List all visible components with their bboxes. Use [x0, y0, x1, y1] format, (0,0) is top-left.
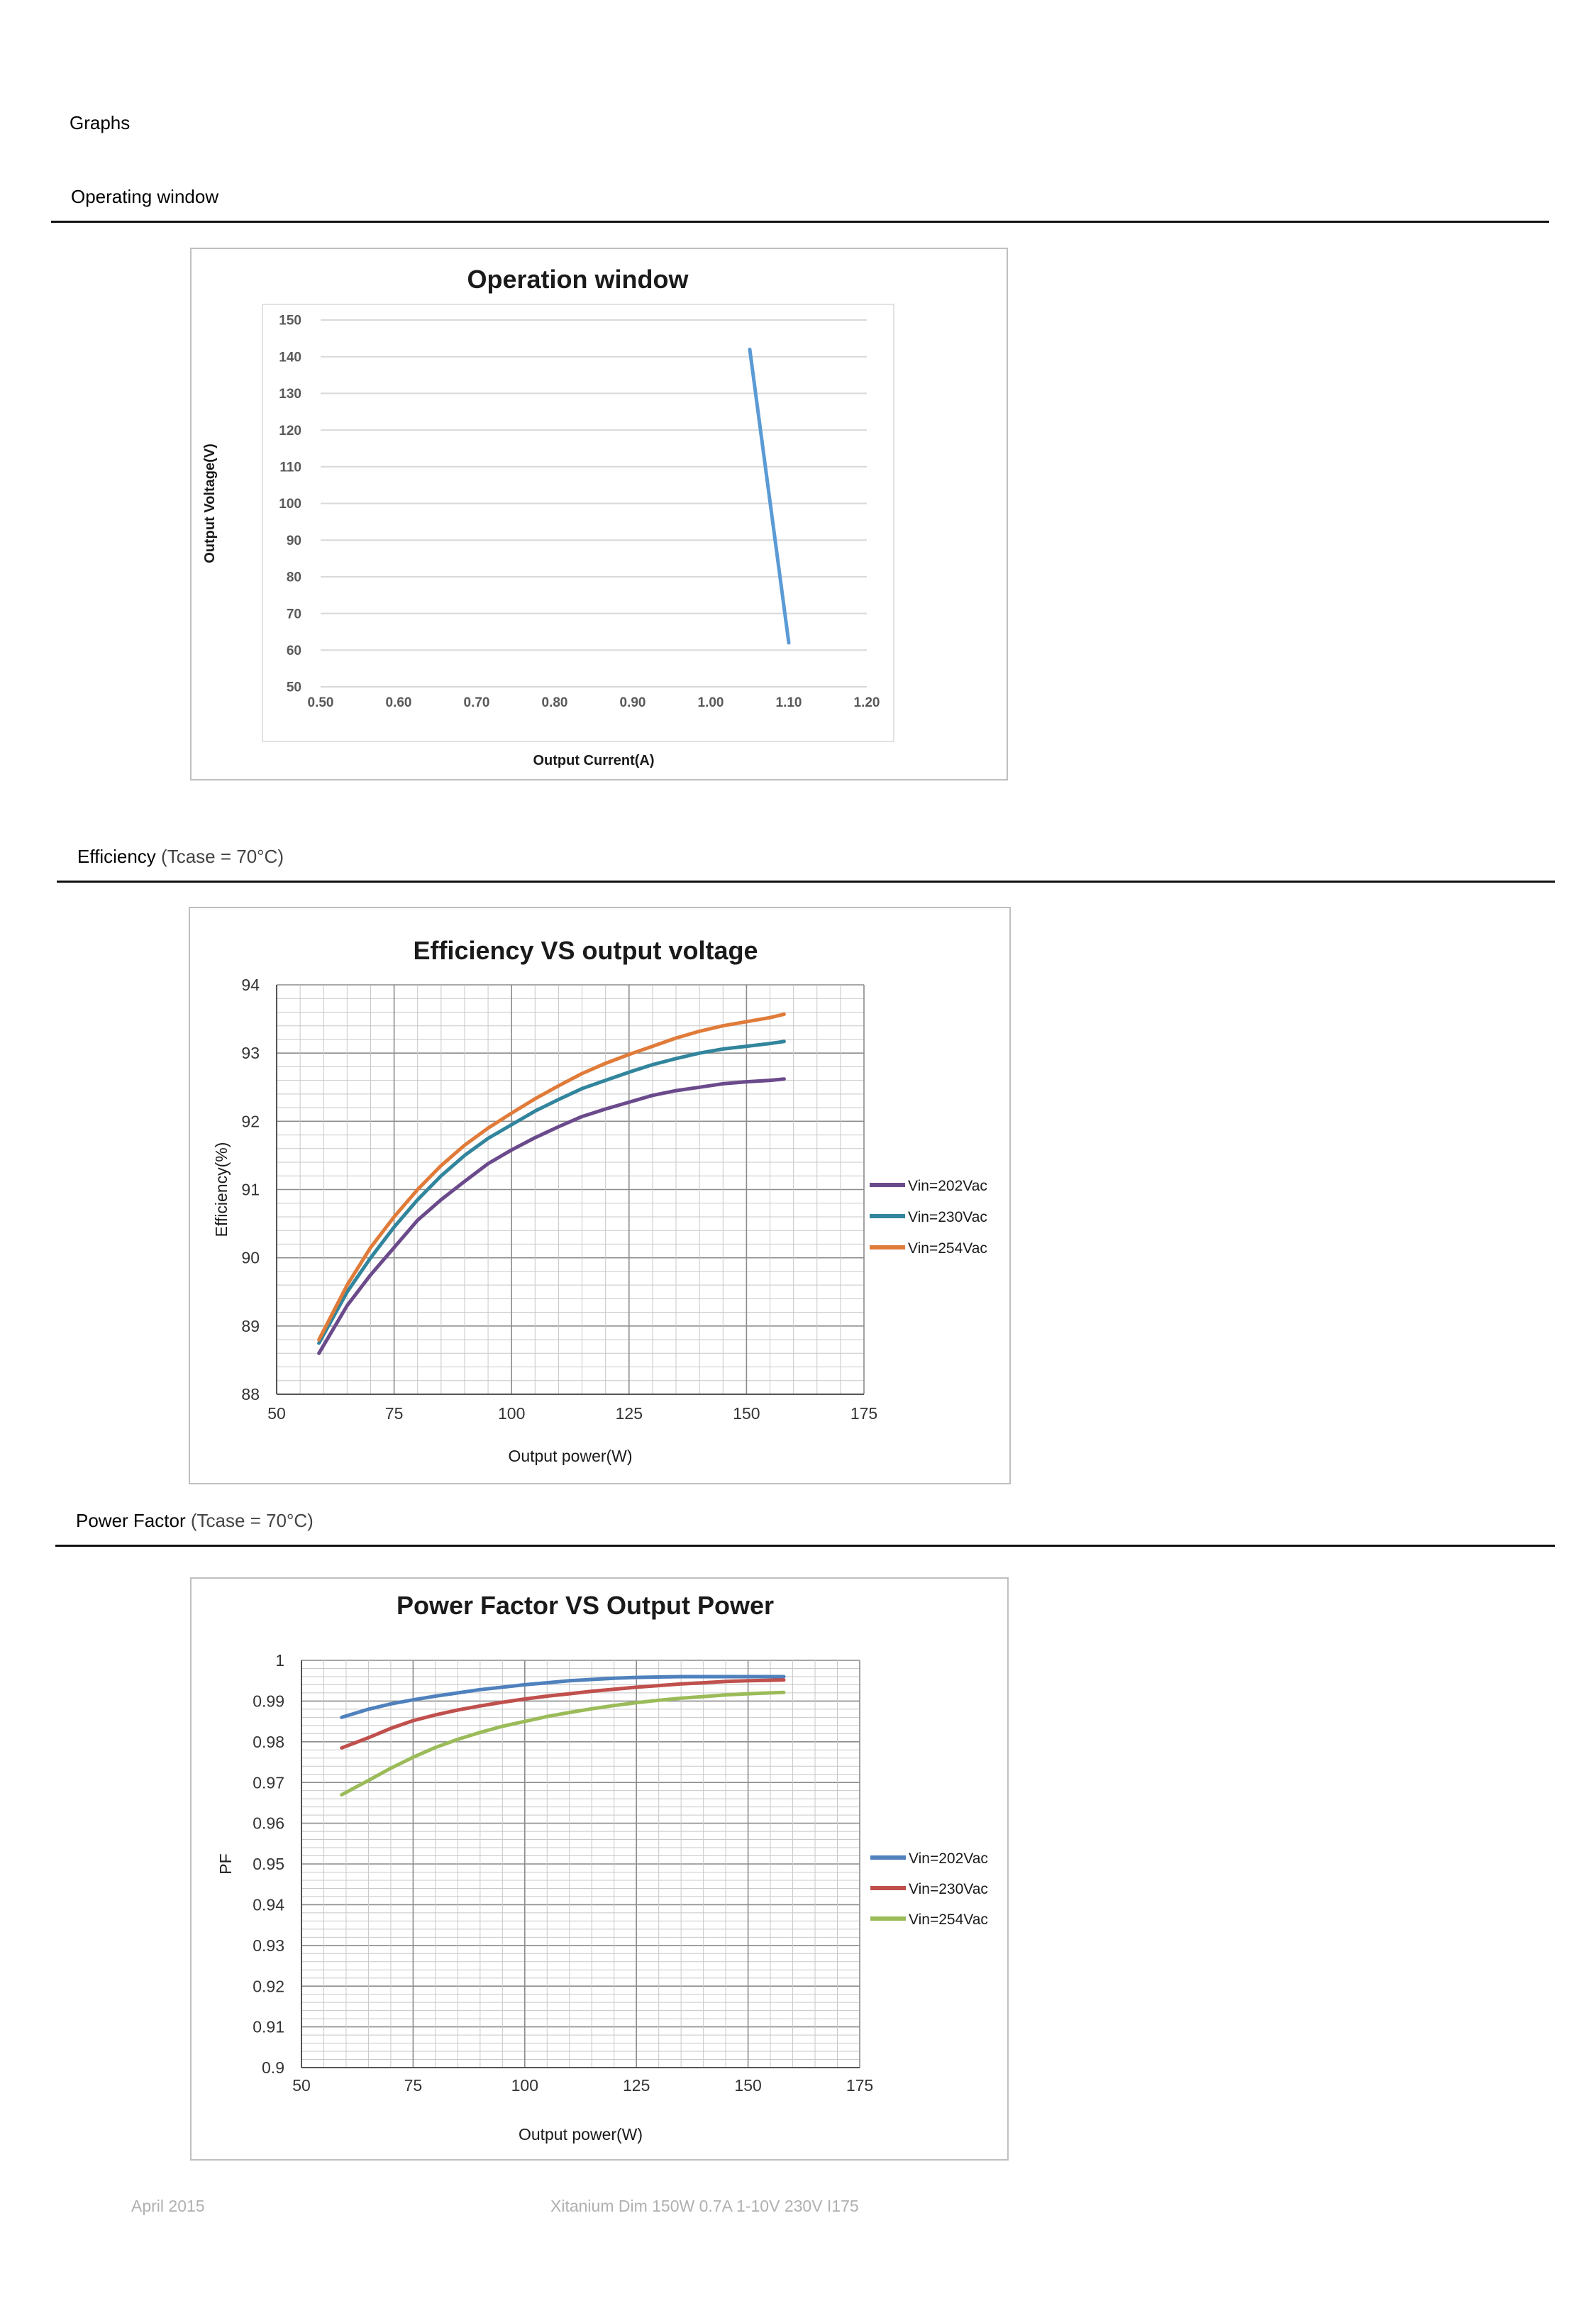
section-title-operating-window: Operating window	[71, 186, 218, 208]
x-tick-label: 1.00	[698, 695, 724, 710]
section-divider	[51, 221, 1549, 223]
section-title-text: Operating window	[71, 186, 219, 207]
chart-svg: Power Factor VS Output Power 0.9 0.91 0.92 0…	[216, 1591, 988, 2144]
y-tick-label: 50	[287, 680, 301, 695]
x-tick-label: 1.10	[776, 695, 802, 710]
y-tick-label: 0.99	[253, 1692, 284, 1710]
x-tick-label: 0.60	[386, 695, 412, 710]
efficiency-chart: Efficiency VS output voltage 88 89 90 91 92 93…	[189, 907, 1011, 1484]
y-tick-label: 0.95	[253, 1855, 284, 1873]
y-tick-label: 140	[279, 350, 301, 365]
x-tick-label: 0.50	[308, 695, 334, 710]
x-tick-label: 100	[498, 1404, 525, 1423]
section-condition-note: (Tcase = 70°C)	[190, 1510, 314, 1531]
x-tick-label: 150	[733, 1404, 760, 1423]
x-axis-label: Output power(W)	[519, 2125, 643, 2144]
legend-label: Vin=254Vac	[909, 1911, 988, 1928]
y-tick-label: 150	[279, 314, 301, 329]
y-tick-label: 130	[279, 387, 301, 402]
chart-svg: Efficiency VS output voltage 88 89 90 91 92 93…	[212, 936, 987, 1465]
y-tick-label: 100	[279, 497, 301, 512]
y-tick-label: 0.98	[253, 1733, 284, 1751]
section-divider	[57, 881, 1555, 883]
legend-label: Vin=230Vac	[908, 1209, 987, 1225]
series-line	[317, 1012, 786, 1342]
y-axis-label: Efficiency(%)	[212, 1142, 231, 1237]
legend-label: Vin=254Vac	[908, 1240, 987, 1257]
x-tick-label: 75	[385, 1404, 404, 1423]
x-tick-label: 125	[623, 2076, 650, 2095]
legend-label: Vin=202Vac	[909, 1850, 988, 1867]
y-tick-label: 88	[241, 1385, 260, 1403]
section-title-power-factor: Power Factor (Tcase = 70°C)	[76, 1510, 314, 1532]
legend-label: Vin=230Vac	[909, 1881, 988, 1897]
x-axis-label: Output Current(A)	[533, 753, 654, 768]
y-tick-label: 94	[241, 976, 260, 994]
y-axis-label: PF	[216, 1853, 235, 1874]
y-tick-label: 110	[279, 460, 301, 475]
operation-window-chart: Operation window 50 60 70 80 90 100 110 120 130 14…	[190, 248, 1008, 780]
y-tick-label: 80	[287, 570, 301, 585]
y-tick-label: 0.9	[262, 2058, 284, 2077]
chart-title: Efficiency VS output voltage	[413, 936, 758, 965]
y-tick-label: 0.94	[253, 1895, 284, 1914]
section-title-efficiency: Efficiency (Tcase = 70°C)	[77, 846, 284, 868]
y-tick-label: 0.92	[253, 1977, 284, 1995]
footer-date: April 2015	[131, 2197, 205, 2215]
y-tick-label: 93	[241, 1044, 260, 1062]
series-line	[340, 1678, 786, 1750]
x-tick-label: 100	[511, 2076, 538, 2095]
chart-svg: Operation window 50 60 70 80 90 100 110 120 130 14…	[202, 265, 894, 768]
chart-title: Power Factor VS Output Power	[397, 1591, 774, 1620]
legend-label: Vin=202Vac	[908, 1178, 987, 1194]
y-tick-label: 0.97	[253, 1773, 284, 1792]
y-axis-label: Output Voltage(V)	[202, 443, 218, 563]
y-tick-label: 120	[279, 424, 301, 438]
page-heading: Graphs	[70, 112, 131, 133]
x-tick-label: 75	[404, 2076, 423, 2095]
chart-title: Operation window	[467, 265, 689, 294]
y-tick-label: 92	[241, 1112, 260, 1130]
x-tick-label: 0.80	[542, 695, 568, 710]
x-tick-label: 125	[616, 1404, 643, 1423]
y-tick-label: 0.91	[253, 2018, 284, 2036]
x-tick-label: 1.20	[854, 695, 880, 710]
series-line	[317, 1077, 786, 1355]
x-tick-label: 50	[292, 2076, 311, 2095]
y-tick-label: 1	[275, 1651, 284, 1670]
section-title-text: Efficiency	[77, 846, 156, 867]
y-tick-label: 70	[287, 607, 301, 622]
y-tick-label: 90	[241, 1249, 260, 1267]
section-title-text: Power Factor	[76, 1510, 186, 1531]
section-condition-note: (Tcase = 70°C)	[161, 846, 284, 867]
x-tick-label: 175	[846, 2076, 873, 2095]
footer-product-name: Xitanium Dim 150W 0.7A 1-10V 230V I175	[550, 2197, 859, 2215]
y-tick-label: 89	[241, 1317, 260, 1335]
x-tick-label: 0.70	[464, 695, 490, 710]
plot-area-border	[262, 304, 894, 742]
x-tick-label: 0.90	[620, 695, 646, 710]
power-factor-chart: Power Factor VS Output Power 0.9 0.91 0.92 0…	[190, 1577, 1009, 2161]
x-tick-label: 175	[850, 1404, 877, 1423]
series-line	[340, 1675, 786, 1719]
series-line	[317, 1039, 786, 1345]
series-line	[748, 347, 791, 645]
x-tick-label: 150	[734, 2076, 761, 2095]
x-tick-label: 50	[267, 1404, 286, 1423]
y-tick-label: 0.96	[253, 1814, 284, 1833]
y-tick-label: 90	[287, 534, 301, 548]
series-line	[340, 1690, 786, 1797]
x-axis-label: Output power(W)	[508, 1447, 632, 1465]
section-divider	[55, 1545, 1555, 1547]
y-tick-label: 91	[241, 1181, 260, 1199]
y-tick-label: 60	[287, 644, 301, 658]
y-tick-label: 0.93	[253, 1936, 284, 1955]
